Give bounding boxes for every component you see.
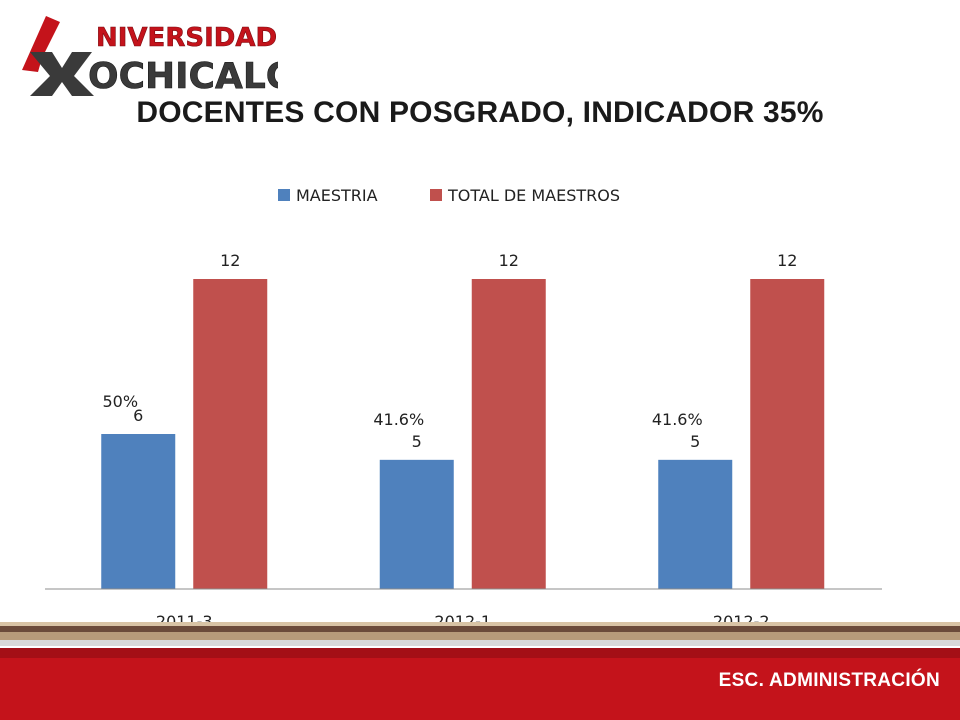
legend-swatch-total	[430, 189, 442, 201]
bar-maestria-2012-2	[658, 459, 733, 589]
bar-maestria-2011-3	[101, 434, 176, 589]
logo-line1: NIVERSIDAD	[96, 23, 277, 53]
value-label-total-2012-1: 12	[499, 251, 519, 270]
value-label-total-2011-3: 12	[220, 251, 240, 270]
footer-red-shade	[0, 648, 960, 658]
footer-band	[0, 622, 960, 720]
value-label-maestria-2012-1: 5	[412, 432, 422, 451]
logo-x-mark	[30, 52, 94, 96]
value-label-total-2012-2: 12	[777, 251, 797, 270]
percent-label-2012-1: 41.6%	[373, 410, 424, 429]
bar-total-2012-1	[471, 279, 546, 589]
value-label-maestria-2012-2: 5	[690, 432, 700, 451]
footer-red-fill	[0, 648, 960, 720]
percent-label-2011-3: 50%	[102, 392, 138, 411]
percent-label-2012-2: 41.6%	[652, 410, 703, 429]
page-title: DOCENTES CON POSGRADO, INDICADOR 35%	[136, 96, 824, 129]
logo-line2: OCHICALCO	[88, 56, 278, 96]
footer-stripe-light	[0, 622, 960, 626]
bar-total-2012-2	[750, 279, 825, 589]
chart-labels: 6 12 50% 5 12 41.6% 5 12 41.6%	[102, 251, 797, 451]
chart-legend: MAESTRIA TOTAL DE MAESTROS	[278, 186, 620, 205]
legend-label-total: TOTAL DE MAESTROS	[447, 186, 620, 205]
footer-stripe-tan	[0, 632, 960, 640]
legend-swatch-maestria	[278, 189, 290, 201]
bar-total-2011-3	[193, 279, 268, 589]
logo-red-swoosh	[22, 16, 60, 72]
footer-label: ESC. ADMINISTRACIÓN	[718, 670, 940, 691]
chart-bars	[101, 279, 825, 589]
universidad-xochicalco-logo: NIVERSIDAD OCHICALCO	[22, 16, 278, 96]
value-label-maestria-2011-3: 6	[133, 406, 143, 425]
footer-stripe-dark	[0, 626, 960, 632]
bar-maestria-2012-1	[379, 459, 454, 589]
legend-label-maestria: MAESTRIA	[296, 186, 378, 205]
footer-stripe-grey	[0, 640, 960, 646]
